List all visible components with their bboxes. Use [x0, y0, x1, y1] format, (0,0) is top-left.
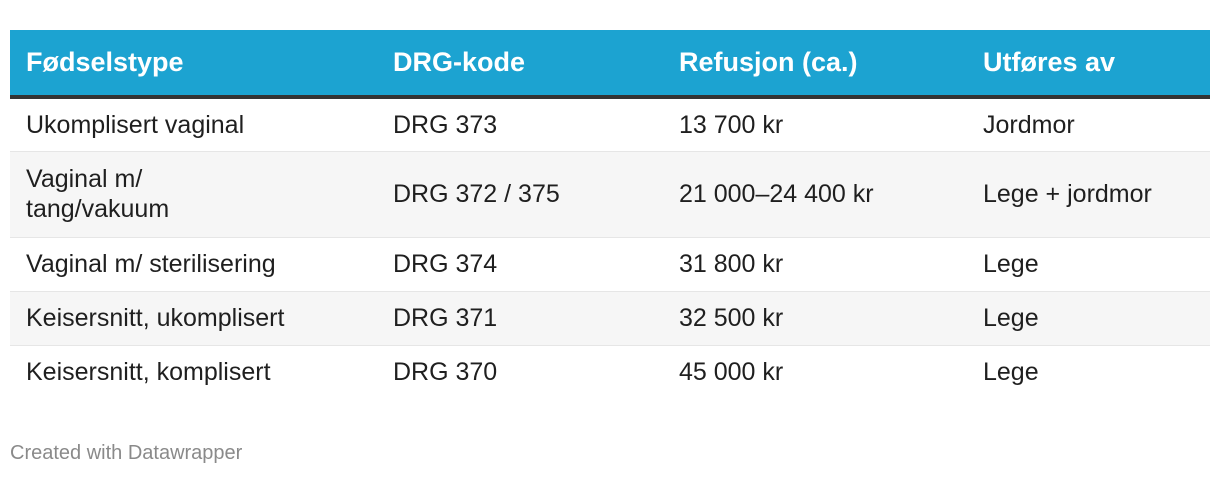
column-header-refund: Refusjon (ca.)	[679, 47, 858, 77]
cell-performed-by: Jordmor	[983, 110, 1075, 139]
datawrapper-credit: Created with Datawrapper	[10, 442, 243, 464]
cell-drg-code: DRG 374	[393, 250, 498, 278]
table-row: Vaginal m/ sterilisering DRG 374 31 800 …	[10, 237, 1210, 291]
cell-refund: 31 800 kr	[679, 250, 784, 278]
column-header-birth-type: Fødselstype	[26, 47, 184, 77]
table-header: Fødselstype DRG-kode Refusjon (ca.) Utfø…	[10, 30, 1210, 97]
cell-performed-by: Lege	[983, 304, 1039, 332]
data-table: Fødselstype DRG-kode Refusjon (ca.) Utfø…	[10, 30, 1210, 399]
cell-birth-type: Vaginal m/ sterilisering	[26, 250, 276, 278]
cell-performed-by: Lege + jordmor	[983, 180, 1152, 208]
cell-refund: 13 700 kr	[679, 110, 784, 139]
cell-drg-code: DRG 372 / 375	[393, 180, 560, 208]
cell-performed-by: Lege	[983, 250, 1039, 278]
table-row: Keisersnitt, ukomplisert DRG 371 32 500 …	[10, 291, 1210, 345]
header-row: Fødselstype DRG-kode Refusjon (ca.) Utfø…	[10, 30, 1210, 97]
column-header-drg-code: DRG-kode	[393, 47, 526, 77]
cell-refund: 21 000–24 400 kr	[679, 180, 874, 208]
cell-birth-type: Keisersnitt, komplisert	[26, 358, 271, 387]
cell-birth-type: Vaginal m/ tang/vakuum	[26, 165, 170, 223]
data-table-container: Fødselstype DRG-kode Refusjon (ca.) Utfø…	[10, 30, 1210, 399]
cell-refund: 32 500 kr	[679, 304, 784, 332]
table-row: Vaginal m/ tang/vakuum DRG 372 / 375 21 …	[10, 151, 1210, 237]
cell-performed-by: Lege	[983, 358, 1039, 387]
cell-drg-code: DRG 373	[393, 110, 498, 139]
cell-birth-type: Ukomplisert vaginal	[26, 110, 245, 139]
cell-birth-type: Keisersnitt, ukomplisert	[26, 304, 285, 332]
column-header-performed-by: Utføres av	[983, 47, 1116, 77]
cell-drg-code: DRG 371	[393, 304, 498, 332]
table-row: Keisersnitt, komplisert DRG 370 45 000 k…	[10, 345, 1210, 399]
cell-drg-code: DRG 370	[393, 358, 498, 387]
table-row: Ukomplisert vaginal DRG 373 13 700 kr Jo…	[10, 97, 1210, 151]
cell-refund: 45 000 kr	[679, 358, 784, 387]
table-body: Ukomplisert vaginal DRG 373 13 700 kr Jo…	[10, 97, 1210, 399]
